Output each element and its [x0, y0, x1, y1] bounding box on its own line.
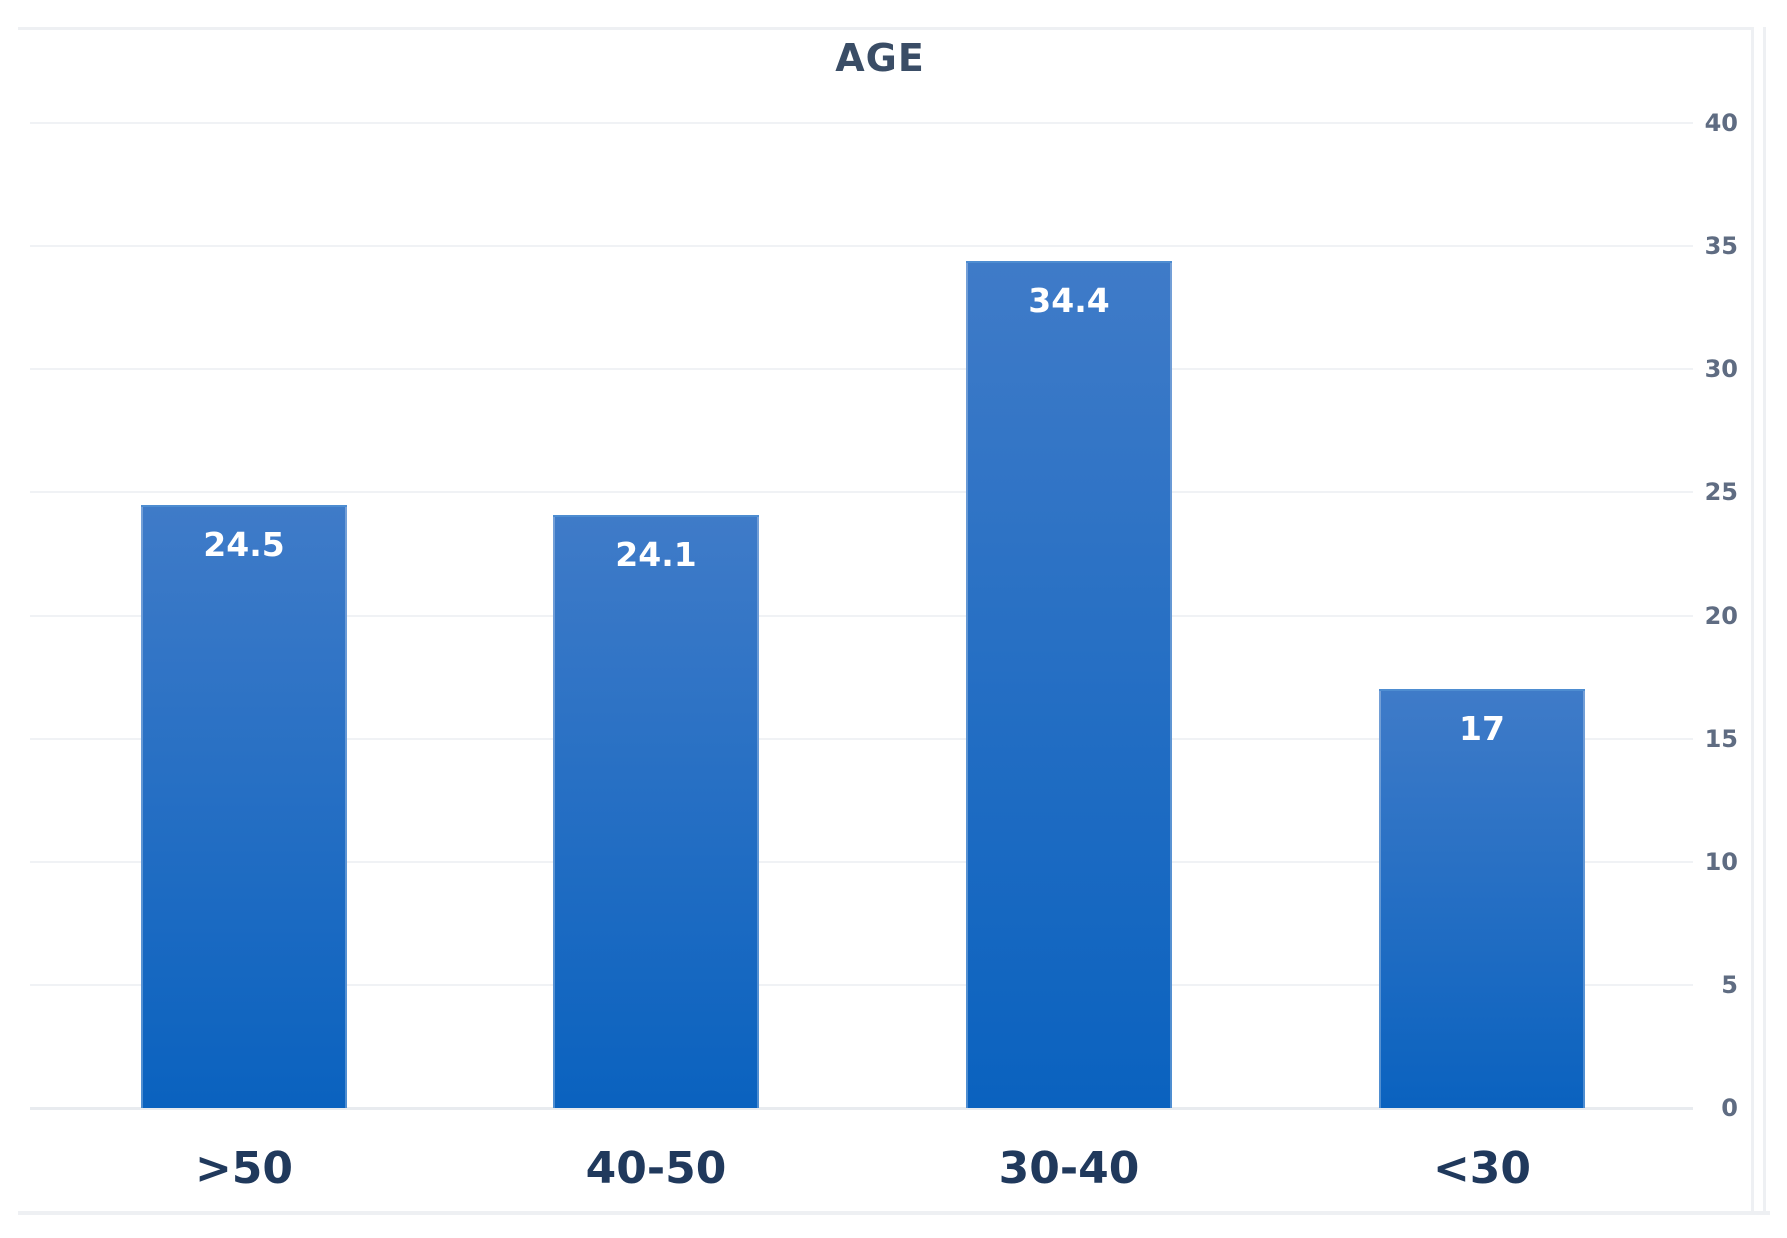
bar-value-label: 24.5: [203, 524, 285, 564]
gridline: [30, 245, 1693, 248]
bar: 24.5: [141, 504, 347, 1108]
gridline: [30, 983, 1693, 986]
x-axis-label: 30-40: [998, 1143, 1140, 1194]
x-axis-label: >50: [194, 1143, 294, 1194]
bar: 34.4: [966, 260, 1172, 1108]
page-edge-line: [1763, 27, 1766, 1215]
y-tick-label: 0: [1721, 1094, 1738, 1122]
y-tick-label: 20: [1704, 601, 1738, 630]
y-tick-label: 35: [1704, 232, 1738, 261]
y-tick-label: 15: [1704, 724, 1738, 753]
bar-value-label: 17: [1459, 709, 1505, 749]
x-axis-label: <30: [1432, 1143, 1532, 1194]
y-tick-label: 10: [1704, 847, 1738, 876]
chart-border-right: [1751, 27, 1754, 1215]
baseline-gridline: [30, 1107, 1693, 1110]
chart-title: AGE: [835, 36, 925, 80]
bar-value-label: 34.4: [1028, 280, 1110, 320]
gridline: [30, 368, 1693, 371]
bar: 24.1: [553, 514, 759, 1108]
y-tick-label: 40: [1704, 109, 1738, 137]
chart-border-bottom: [18, 1211, 1770, 1215]
gridline: [30, 860, 1693, 863]
gridline: [30, 614, 1693, 617]
chart-border-top: [18, 27, 1754, 30]
x-axis-label: 40-50: [585, 1143, 727, 1194]
y-tick-label: 25: [1704, 478, 1738, 507]
bar-value-label: 24.1: [615, 534, 697, 574]
bar: 17: [1379, 689, 1585, 1108]
gridline: [30, 491, 1693, 494]
gridline: [30, 737, 1693, 740]
y-tick-label: 5: [1721, 970, 1738, 999]
gridline: [30, 122, 1693, 124]
y-tick-label: 30: [1704, 355, 1738, 384]
